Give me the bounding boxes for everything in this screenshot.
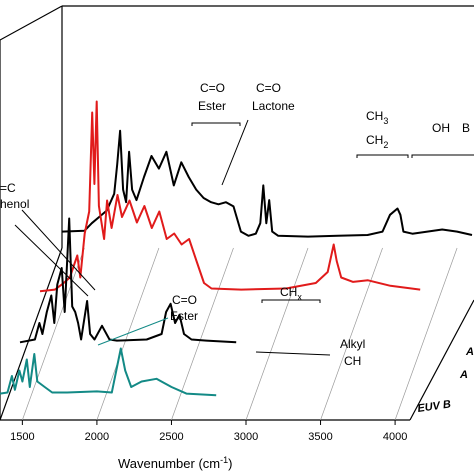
oh-label: OH (432, 121, 450, 135)
phenol-arrow-2 (14, 224, 89, 297)
axis-depth-bottom (0, 247, 63, 421)
co-ester-top-1: C=O (200, 81, 225, 95)
cc-label: =C (0, 181, 16, 195)
ch-label: CH (344, 354, 361, 368)
annotation-leaders (14, 119, 474, 356)
alkyl-label: Alkyl (340, 337, 365, 351)
spectrum-front-black (19, 217, 237, 344)
x-tick-label: 1500 (10, 431, 34, 443)
x-ticks: 1500 2000 2500 3000 3500 4000 (10, 420, 407, 443)
oh-trail-label: B (462, 121, 470, 135)
depth-gridline (22, 247, 85, 421)
x-tick-label: 2500 (159, 431, 183, 443)
ch3-label: CH3 (366, 109, 388, 126)
ch2-label: CH2 (366, 133, 388, 150)
x-tick-label: 3000 (234, 431, 258, 443)
co-lactone-1: C=O (256, 81, 281, 95)
depth-label-a2: A (465, 346, 474, 358)
chx-label: CHx (280, 285, 302, 302)
x-axis-label: Wavenumber (cm-1) (118, 455, 232, 471)
spectrum-red (39, 100, 421, 293)
chart-frame (0, 5, 474, 421)
depth-label-euv: EUV B (417, 398, 452, 415)
alkyl-arrow (255, 351, 331, 356)
lactone-arrow (221, 119, 249, 186)
ch-bracket (356, 154, 409, 158)
chx-bracket (261, 299, 321, 303)
co-ester-top-2: Ester (198, 99, 226, 113)
spectrum-back-black (61, 129, 473, 238)
x-tick-label: 2000 (85, 431, 109, 443)
depth-gridlines (22, 247, 458, 421)
depth-gridline (394, 247, 458, 421)
ester-bottom-arrow (97, 317, 169, 346)
axis-depth-top (0, 5, 63, 41)
axis-depth-right (409, 299, 474, 421)
co-lactone-2: Lactone (252, 99, 295, 113)
depth-gridline (245, 247, 309, 421)
phenol-arrow-1 (21, 209, 96, 291)
phenol-label: henol (0, 197, 29, 211)
spectra (0, 100, 473, 397)
co-ester-bottom-1: C=O (172, 293, 197, 307)
x-tick-label: 3500 (308, 431, 332, 443)
co-ester-bottom-2: Ester (170, 309, 198, 323)
depth-gridline (320, 247, 383, 421)
x-tick-label: 4000 (383, 431, 407, 443)
oh-bracket (411, 154, 474, 158)
spectrum-teal (0, 347, 217, 397)
depth-label-a1: A (459, 369, 468, 381)
ester-bracket (191, 122, 241, 126)
